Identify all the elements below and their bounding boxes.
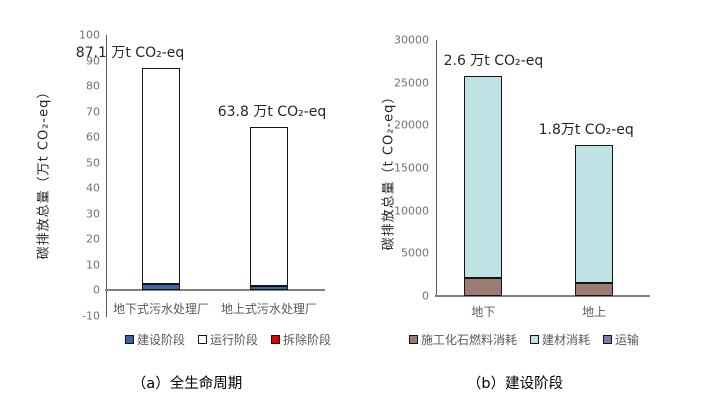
y-tick-label: 0	[422, 289, 429, 303]
chart-caption: （b）建设阶段	[466, 376, 564, 392]
y-tick-label: 30	[86, 207, 100, 221]
bar-segment	[575, 144, 614, 284]
y-tick-label: 0	[93, 283, 100, 297]
y-tick-label: 80	[86, 79, 100, 93]
legend-item: 施工化石燃料消耗	[408, 331, 517, 348]
bar-segment	[142, 283, 180, 291]
y-tick-label: 15000	[394, 161, 429, 175]
category-label: 地下	[471, 305, 496, 319]
legend-item: 运行阶段	[197, 331, 259, 348]
legend-item: 建设阶段	[124, 331, 185, 348]
legend-item: 运输	[603, 331, 639, 348]
legend-swatch-icon	[408, 335, 418, 344]
legend-swatch-icon	[529, 335, 539, 344]
y-tick-label: -10	[82, 309, 100, 323]
legend-label: 施工化石燃料消耗	[420, 333, 517, 347]
legend-label: 拆除阶段	[283, 333, 332, 347]
category-label: 地上式污水处理厂	[220, 302, 318, 316]
legend-swatch-icon	[124, 335, 134, 344]
category-label: 地下式污水处理厂	[112, 302, 210, 316]
y-tick-label: 10	[86, 258, 100, 272]
bar-segment	[250, 127, 288, 286]
legend: 施工化石燃料消耗 建材消耗 运输	[408, 331, 639, 348]
y-tick-label: 40	[86, 181, 100, 195]
bar-segment	[464, 278, 503, 296]
y-axis-line	[435, 40, 437, 297]
legend-item: 建材消耗	[529, 331, 591, 348]
value-label: 2.6 万t CO₂-eq	[443, 52, 544, 69]
legend-label: 建设阶段	[136, 333, 185, 347]
value-label: 87.1 万t CO₂-eq	[75, 44, 185, 61]
y-tick-label: 90	[86, 54, 100, 68]
y-tick-label: 25000	[394, 76, 429, 90]
legend-label: 运输	[615, 333, 640, 347]
y-tick-label: 70	[86, 105, 100, 119]
y-tick-label: 60	[86, 130, 100, 144]
value-label: 1.8万t CO₂-eq	[538, 121, 634, 138]
y-tick-label: 20	[86, 232, 100, 246]
bar-segment	[142, 67, 180, 284]
category-label: 地上	[582, 305, 607, 319]
y-axis-line	[105, 35, 107, 317]
bar-segment	[464, 75, 503, 279]
y-tick-label: 10000	[394, 204, 429, 218]
legend-item: 拆除阶段	[271, 331, 331, 348]
bar-segment	[575, 283, 614, 296]
y-tick-label: 50	[86, 156, 100, 170]
x-axis-line	[435, 295, 650, 297]
legend-swatch-icon	[197, 335, 207, 344]
y-tick-label: 100	[79, 28, 100, 42]
bar-segment	[250, 285, 288, 291]
value-label: 63.8 万t CO₂-eq	[217, 104, 327, 121]
chart-caption: （a）全生命周期	[131, 376, 243, 392]
legend-swatch-icon	[271, 335, 281, 344]
y-tick-label: 20000	[394, 118, 429, 132]
legend-label: 建材消耗	[541, 333, 591, 347]
legend-label: 运行阶段	[209, 333, 259, 347]
legend-swatch-icon	[603, 335, 613, 344]
x-axis-line	[105, 289, 325, 292]
y-tick-label: 5000	[401, 246, 429, 260]
legend: 建设阶段 运行阶段 拆除阶段	[124, 331, 331, 348]
y-tick-label: 30000	[394, 33, 429, 47]
